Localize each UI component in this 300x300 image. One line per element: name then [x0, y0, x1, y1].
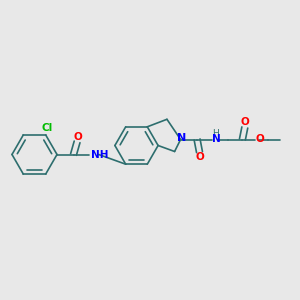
Text: NH: NH — [91, 149, 108, 160]
Text: N: N — [212, 134, 221, 145]
Text: H: H — [212, 129, 219, 138]
Text: O: O — [73, 131, 82, 142]
Text: Cl: Cl — [42, 122, 53, 133]
Text: N: N — [178, 133, 187, 143]
Text: O: O — [256, 134, 264, 145]
Text: O: O — [195, 152, 204, 163]
Text: O: O — [240, 117, 249, 127]
